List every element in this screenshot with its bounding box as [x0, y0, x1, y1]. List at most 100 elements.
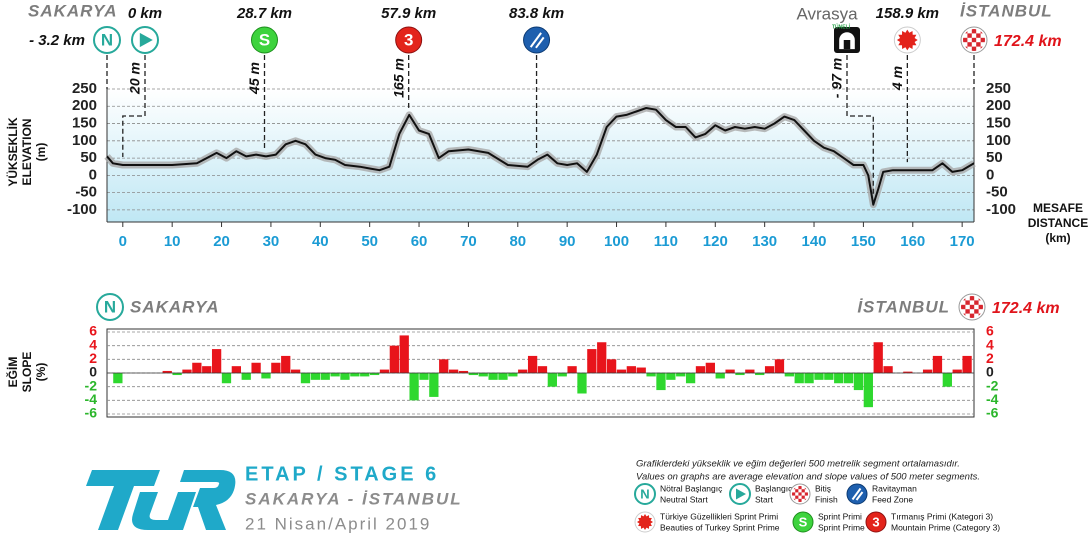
x-tick-label: 80 [509, 233, 526, 250]
icon-ring [93, 26, 121, 54]
slope-bar [409, 373, 419, 401]
icon-check [967, 33, 972, 38]
slope-bar [577, 373, 587, 394]
icon-check [976, 42, 981, 47]
y-axis-title: ELEVATION [20, 119, 34, 186]
elevation-annotation: 4 m [889, 66, 905, 91]
elevation-annotation: 45 m [246, 62, 262, 95]
logo-r [180, 470, 236, 530]
icon-start [729, 483, 751, 505]
marker-line [846, 55, 874, 197]
icon-triangle [736, 488, 746, 500]
y-tick-label-right: -2 [986, 377, 999, 393]
y-tick-label: 4 [89, 336, 97, 352]
slope-bar [616, 369, 627, 373]
y-tick-label: 0 [89, 364, 97, 380]
icon-check [978, 304, 983, 310]
slope-bar [310, 373, 320, 380]
x-tick-label: 90 [559, 233, 576, 250]
km-label: 172.4 km [994, 33, 1062, 50]
y-tick-label: 100 [72, 132, 97, 149]
distance-label: 172.4 km [992, 300, 1060, 317]
slope-bar [231, 366, 241, 373]
icon-disc [395, 26, 423, 54]
slope-bar [853, 373, 864, 391]
slope-bar [389, 345, 399, 373]
x-axis-title: DISTANCE [1028, 216, 1088, 230]
icon-check [971, 37, 977, 43]
slope-bar [705, 362, 715, 373]
icon-check [798, 486, 802, 490]
icon-check [795, 495, 799, 499]
icon-beauty [893, 26, 921, 54]
legend-text: Feed Zone [872, 494, 913, 504]
y-tick-label-right: 150 [986, 115, 1011, 132]
slope-bar [646, 373, 656, 377]
slope-bar [271, 362, 281, 373]
icon-check [804, 492, 808, 496]
slope-bar [211, 349, 222, 373]
icon-check [974, 300, 979, 305]
y-tick-label-right: 4 [986, 336, 994, 352]
slope-bar [636, 367, 646, 373]
slope-bar [458, 370, 469, 373]
slope-bar [518, 369, 528, 373]
icon-fork [529, 32, 542, 48]
icon-disc [251, 26, 279, 54]
y-axis-title: (%) [34, 363, 48, 382]
legend-text: Start [755, 494, 774, 504]
slope-bar [735, 373, 745, 376]
icon-gear [637, 514, 653, 530]
legend-text: Sprint Primi [818, 511, 862, 521]
icon-finish [958, 293, 986, 321]
icon-check [798, 492, 802, 496]
slope-bar [508, 373, 518, 377]
elevation-annotation: - 97 m [829, 58, 845, 98]
stage-title: ETAP / STAGE 6 [245, 463, 439, 485]
slope-bar [478, 373, 488, 377]
finish-place: İSTANBUL [960, 1, 1053, 20]
icon-ring [634, 483, 656, 505]
finish-place: İSTANBUL [857, 297, 950, 316]
slope-bar [468, 373, 478, 376]
y-axis-title: YÜKSEKLİK [5, 117, 20, 187]
elevation-annotation: 165 m [390, 58, 406, 98]
icon-feed [523, 26, 551, 54]
x-tick-label: 70 [460, 233, 477, 250]
marker-line [122, 55, 146, 157]
x-tick-label: 50 [361, 233, 378, 250]
legend-text: Bitiş [815, 483, 831, 493]
legend-text: Sprint Prime [818, 522, 865, 532]
slope-bar [379, 369, 390, 373]
start-place: SAKARYA [28, 1, 118, 20]
legend-text: Türkiye Güzellikleri Sprint Primi [660, 511, 778, 521]
x-tick-label: 120 [703, 233, 728, 250]
slope-bar [557, 373, 567, 377]
icon-neutral: N [634, 483, 656, 505]
slope-bar [202, 366, 212, 373]
slope-bar [804, 373, 814, 384]
y-tick-label-right: 200 [986, 97, 1011, 114]
slope-bar [192, 362, 202, 373]
slope-bar [922, 369, 933, 373]
icon-letter: 3 [404, 30, 413, 49]
x-tick-label: 110 [654, 233, 678, 250]
logo-t [86, 470, 160, 530]
slope-bar [626, 366, 636, 373]
icon-triangle [139, 32, 153, 48]
icon-sprint: S [251, 26, 279, 54]
x-tick-label: 160 [900, 233, 925, 250]
slope-bar [745, 369, 755, 373]
km-label: 83.8 km [509, 5, 564, 22]
icon-feed [846, 483, 868, 505]
icon-check [971, 29, 977, 34]
km-label: - 3.2 km [29, 32, 85, 49]
legend-note: Grafiklerdeki yükseklik ve eğim değerler… [636, 459, 960, 470]
icon-check [798, 498, 802, 502]
icon-check [965, 309, 970, 314]
y-tick-label: 250 [72, 80, 97, 97]
y-tick-label: 6 [89, 323, 97, 339]
slope-bar [330, 373, 340, 377]
slope-bar [429, 373, 439, 397]
